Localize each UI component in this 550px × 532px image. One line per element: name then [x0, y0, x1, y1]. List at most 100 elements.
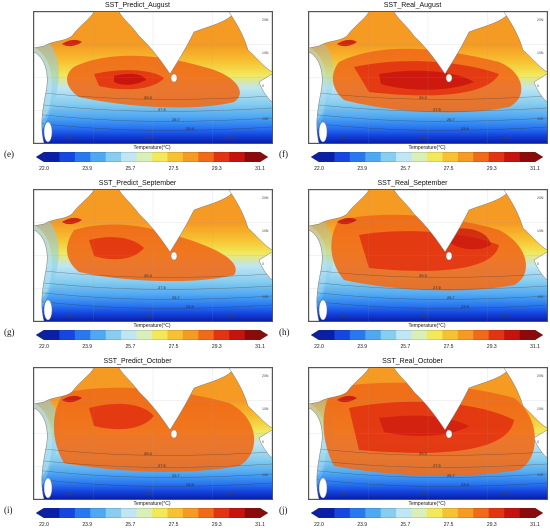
sst-map: 29.3 27.5 25.7 23.9 [308, 367, 548, 500]
lon-label: 60E [66, 492, 73, 496]
contour-label: 23.9 [461, 126, 470, 131]
sst-map-svg: 29.3 27.5 25.7 23.9 [34, 190, 272, 321]
contour-label: 23.9 [461, 482, 470, 487]
colorbar-tick: 31.1 [530, 522, 540, 528]
colorbar-scale [36, 330, 268, 340]
lat-label: 10S [262, 473, 269, 477]
lat-label: 10S [262, 117, 269, 121]
colorbar-title: Temperature(°C) [133, 501, 171, 507]
lon-label: 100E [501, 492, 510, 496]
lon-label: 100E [501, 314, 510, 318]
contour-label: 25.7 [172, 117, 181, 122]
lon-label: 100E [226, 136, 235, 140]
panel-h: SST_Real_September 29.3 27.5 25.7 23.9 20N 10N… [275, 178, 550, 354]
colorbar-tick: 23.9 [82, 522, 93, 528]
colorbar-tick: 27.5 [443, 166, 454, 172]
sst-map-svg: 29.3 27.5 25.7 23.9 [34, 368, 272, 499]
lon-label: 80E [421, 492, 428, 496]
panel-i: SST_Predict_October 29.3 27.5 25.7 23.9 20N 10… [0, 356, 275, 532]
panel-e: SST_Predict_August 29.3 27.5 25.7 23.9 20N 10N… [0, 0, 275, 176]
colorbar-tick: 31.1 [530, 166, 540, 172]
contour-label: 25.7 [447, 295, 456, 300]
lat-label: 10S [262, 295, 269, 299]
colorbar-tick: 27.5 [168, 522, 179, 528]
map-title: SST_Predict_September [98, 180, 177, 187]
lon-label: 80E [146, 314, 153, 318]
contour-label: 27.5 [433, 285, 442, 290]
lon-label: 80E [421, 314, 428, 318]
colorbar-tick: 27.5 [168, 344, 179, 350]
lat-label: 0 [262, 262, 264, 266]
contour-label: 29.3 [144, 95, 153, 100]
sst-map: 29.3 27.5 25.7 23.9 [33, 11, 273, 144]
lon-label: 100E [226, 314, 235, 318]
colorbar: Temperature(°C) 22.0 23.9 25.7 27.5 29.3 31.1 [36, 145, 268, 175]
colorbar-tick: 23.9 [357, 522, 368, 528]
contour-label: 29.3 [419, 451, 428, 456]
colorbar-scale [311, 330, 543, 340]
contour-label: 29.3 [144, 451, 153, 456]
colorbar-tick: 22.0 [39, 166, 49, 172]
lat-label: 10S [537, 473, 544, 477]
colorbar-tick: 22.0 [314, 344, 324, 350]
lon-label: 100E [226, 492, 235, 496]
contour-label: 27.5 [433, 107, 442, 112]
lat-label: 10S [537, 295, 544, 299]
colorbar-tick: 25.7 [125, 522, 136, 528]
lat-label: 10N [262, 229, 269, 233]
contour-label: 23.9 [186, 482, 195, 487]
lon-label: 60E [341, 492, 348, 496]
colorbar-tick: 29.3 [486, 344, 497, 350]
lon-label: 100E [501, 136, 510, 140]
colorbar-tick: 29.3 [486, 522, 497, 528]
panel-f: SST_Real_August 29.3 27.5 25.7 23.9 20N 10N 0 10… [275, 0, 550, 176]
lat-label: 10N [537, 407, 544, 411]
lat-label: 20N [262, 196, 269, 200]
colorbar-tick: 27.5 [443, 522, 454, 528]
map-title: SST_Real_August [383, 2, 442, 9]
colorbar: Temperature(°C) 22.0 23.9 25.7 27.5 29.3 31.1 [36, 323, 268, 353]
colorbar-tick: 23.9 [357, 344, 368, 350]
contour-label: 25.7 [172, 295, 181, 300]
lat-label: 10N [262, 51, 269, 55]
lat-label: 10S [537, 117, 544, 121]
map-title: SST_Real_September [377, 180, 448, 187]
panel-label: (j) [279, 505, 288, 515]
lat-label: 20N [537, 18, 544, 22]
colorbar-title: Temperature(°C) [133, 145, 171, 151]
map-title: SST_Predict_October [103, 358, 172, 365]
sst-map: 29.3 27.5 25.7 23.9 [33, 189, 273, 322]
panel-label: (h) [279, 327, 290, 337]
colorbar-title: Temperature(°C) [408, 501, 446, 507]
lon-label: 80E [421, 136, 428, 140]
colorbar-title: Temperature(°C) [408, 145, 446, 151]
colorbar-scale [311, 508, 543, 518]
sst-map-svg: 29.3 27.5 25.7 23.9 [309, 190, 547, 321]
contour-label: 29.3 [419, 273, 428, 278]
contour-label: 23.9 [461, 304, 470, 309]
lat-label: 10N [537, 229, 544, 233]
colorbar-tick: 25.7 [125, 166, 136, 172]
lon-label: 80E [146, 136, 153, 140]
lat-label: 10N [537, 51, 544, 55]
panel-label: (e) [4, 149, 14, 159]
colorbar-tick: 29.3 [211, 522, 222, 528]
lat-label: 20N [537, 196, 544, 200]
colorbar-title: Temperature(°C) [408, 323, 446, 329]
colorbar-tick: 31.1 [255, 344, 265, 350]
contour-label: 25.7 [172, 473, 181, 478]
panel-label: (f) [279, 149, 288, 159]
contour-label: 23.9 [186, 304, 195, 309]
colorbar-tick: 23.9 [82, 166, 93, 172]
colorbar-tick: 22.0 [314, 166, 324, 172]
sst-map-svg: 29.3 27.5 25.7 23.9 [309, 368, 547, 499]
sst-map: 29.3 27.5 25.7 23.9 [308, 11, 548, 144]
colorbar-tick: 22.0 [314, 522, 324, 528]
lat-label: 10N [262, 407, 269, 411]
lon-label: 80E [146, 492, 153, 496]
colorbar-tick: 25.7 [400, 344, 411, 350]
lat-label: 20N [262, 18, 269, 22]
colorbar-scale [36, 508, 268, 518]
colorbar-tick: 29.3 [211, 166, 222, 172]
panel-j: SST_Real_October 29.3 27.5 25.7 23.9 20N 10N 0 1… [275, 356, 550, 532]
